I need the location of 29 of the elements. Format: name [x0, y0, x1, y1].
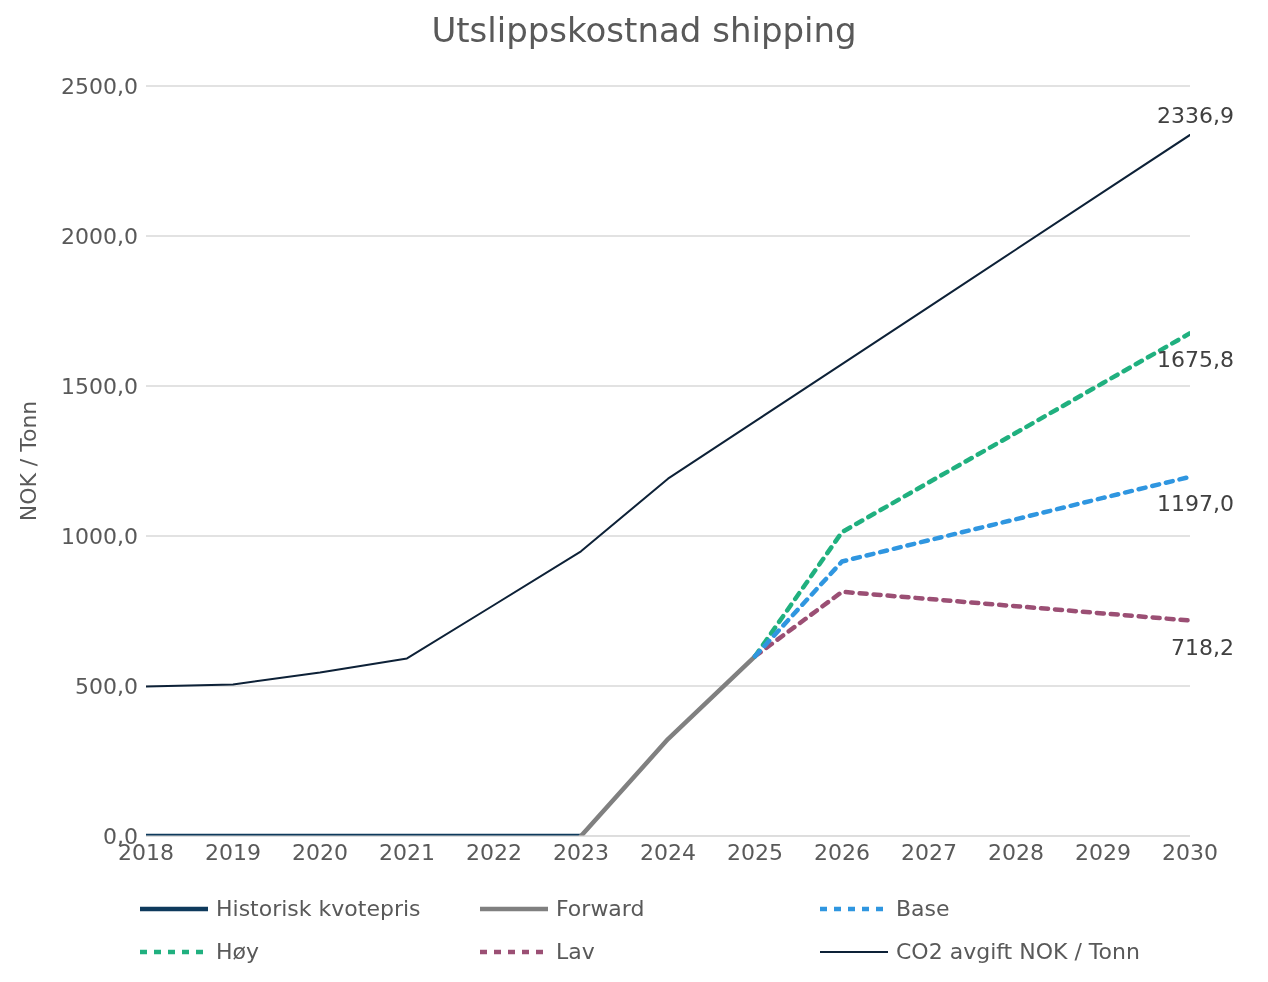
legend-label: Forward [556, 896, 645, 921]
x-tick-label: 2020 [292, 839, 348, 865]
legend-label: Historisk kvotepris [216, 896, 421, 921]
y-axis-title: NOK / Tonn [15, 400, 41, 522]
legend-label: Base [896, 896, 950, 921]
y-tick-label: 1000,0 [61, 523, 138, 549]
legend-label: Høy [216, 939, 260, 964]
y-tick-label: 2500,0 [61, 73, 138, 99]
chart-title: Utslippskostnad shipping [430, 9, 858, 52]
data-label: 1675,8 [1157, 347, 1234, 373]
x-tick-label: 2027 [901, 839, 957, 865]
y-tick-label: 1500,0 [61, 373, 138, 399]
x-tick-label: 2029 [1075, 839, 1131, 865]
data-label: 2336,9 [1157, 102, 1234, 128]
data-label: 1197,0 [1157, 490, 1234, 516]
y-tick-label: 2000,0 [61, 223, 138, 249]
x-tick-label: 2021 [379, 839, 435, 865]
x-tick-label: 2028 [988, 839, 1044, 865]
legend-label: CO2 avgift NOK / Tonn [896, 939, 1140, 964]
data-label: 718,2 [1171, 634, 1234, 660]
x-tick-label: 2019 [205, 839, 261, 865]
x-tick-label: 2022 [466, 839, 522, 865]
x-tick-label: 2025 [727, 839, 783, 865]
legend-label: Lav [556, 939, 595, 964]
y-tick-label: 500,0 [75, 673, 138, 699]
x-tick-label: 2026 [814, 839, 870, 865]
x-tick-label: 2024 [640, 839, 696, 865]
x-tick-label: 2030 [1162, 839, 1218, 865]
x-tick-label: 2023 [553, 839, 609, 865]
